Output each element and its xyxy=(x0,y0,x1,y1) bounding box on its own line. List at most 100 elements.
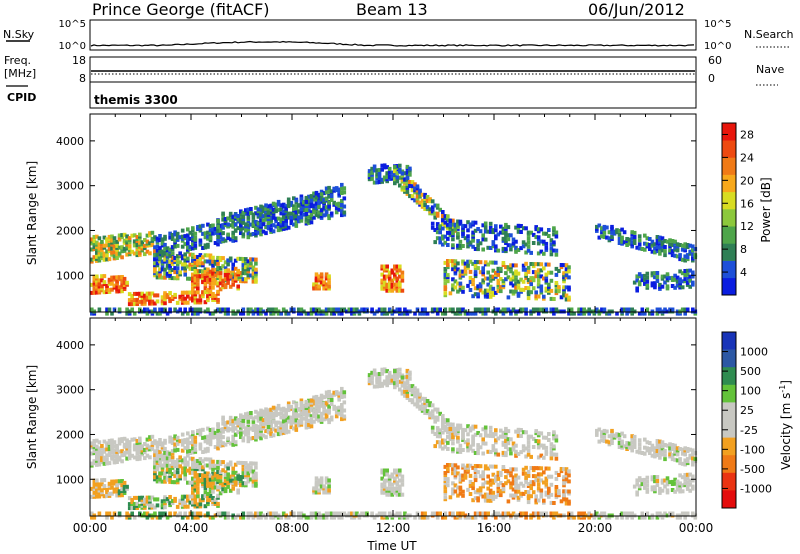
velocity-cell xyxy=(340,395,344,399)
velocity-cell xyxy=(519,450,523,455)
power-cell xyxy=(188,296,193,301)
velocity-cell xyxy=(112,458,117,463)
power-cell xyxy=(221,307,225,312)
velocity-cell xyxy=(196,486,200,491)
power-cell xyxy=(453,227,458,232)
power-cell xyxy=(221,223,225,228)
power-cell xyxy=(231,268,235,273)
velocity-cell xyxy=(97,446,102,451)
power-cell xyxy=(281,209,286,214)
velocity-cell xyxy=(246,415,251,420)
power-cell xyxy=(473,270,478,275)
velocity-cell xyxy=(163,479,167,484)
power-cell xyxy=(519,230,523,234)
velocity-cell xyxy=(233,426,238,431)
velocity-cell xyxy=(206,446,210,451)
velocity-cell xyxy=(211,463,215,468)
power-cell xyxy=(329,198,334,202)
velocity-cell xyxy=(660,448,665,453)
power-cell xyxy=(337,207,341,212)
power-cell xyxy=(90,307,94,312)
power-cell xyxy=(239,279,243,284)
power-cell xyxy=(390,288,395,293)
power-cell xyxy=(249,257,253,262)
velocity-cell xyxy=(554,452,559,457)
power-cell xyxy=(463,265,468,270)
velocity-cell xyxy=(680,461,685,466)
velocity-cell xyxy=(279,421,283,426)
velocity-cell xyxy=(213,502,218,506)
velocity-cell xyxy=(390,486,395,491)
velocity-cell xyxy=(266,414,271,419)
power-cell xyxy=(691,256,695,261)
power-cell xyxy=(547,262,551,267)
power-cell xyxy=(312,197,316,202)
power-cell xyxy=(110,277,114,282)
velocity-cell xyxy=(226,476,230,481)
power-cell xyxy=(554,272,559,277)
power-cell xyxy=(120,245,124,250)
power-cell xyxy=(534,290,538,295)
power-cell xyxy=(183,234,187,239)
velocity-cell xyxy=(241,414,246,419)
velocity-cell xyxy=(617,441,622,445)
velocity-cell xyxy=(168,495,172,499)
velocity-cell xyxy=(564,489,569,494)
velocity-cell xyxy=(643,481,647,486)
power-cell xyxy=(107,247,112,251)
power-cell xyxy=(400,185,405,190)
power-cell xyxy=(466,238,470,243)
velocity-cell xyxy=(155,465,160,470)
velocity-cell xyxy=(506,499,511,504)
velocity-cell xyxy=(122,442,127,447)
power-cell xyxy=(173,266,177,271)
power-cell xyxy=(140,293,145,298)
power-cell xyxy=(370,170,374,175)
velocity-cell xyxy=(393,476,397,481)
power-cell xyxy=(610,224,614,229)
power-cell xyxy=(163,242,167,247)
power-cell xyxy=(408,194,412,199)
power-cell xyxy=(314,205,319,210)
velocity-cell xyxy=(115,460,119,464)
velocity-cell xyxy=(483,433,488,438)
power-cell xyxy=(307,204,311,209)
velocity-cell xyxy=(191,486,195,491)
velocity-cell xyxy=(385,468,389,473)
power-cell xyxy=(630,307,634,312)
velocity-cell xyxy=(95,438,99,443)
power-cell xyxy=(488,294,493,299)
power-cell xyxy=(488,260,493,265)
power-cell xyxy=(526,248,531,253)
velocity-cell xyxy=(153,497,157,502)
velocity-cell xyxy=(259,432,263,437)
velocity-cell xyxy=(453,489,458,494)
power-cell xyxy=(163,234,167,239)
power-cell xyxy=(327,204,331,209)
velocity-cell xyxy=(158,442,162,446)
power-cell xyxy=(203,253,208,258)
velocity-cell xyxy=(567,479,571,484)
velocity-cell xyxy=(221,429,225,434)
power-cell xyxy=(441,210,445,214)
velocity-cell xyxy=(506,437,511,442)
power-cell xyxy=(256,221,261,226)
power-cell xyxy=(324,190,329,195)
velocity-cell xyxy=(92,449,97,454)
velocity-cell xyxy=(201,427,205,432)
power-cell xyxy=(539,288,544,293)
power-cell xyxy=(110,275,114,280)
power-cell xyxy=(299,197,304,202)
velocity-cell xyxy=(289,404,294,409)
velocity-cell xyxy=(148,435,152,440)
power-cell xyxy=(536,229,541,234)
power-cell xyxy=(683,258,687,263)
velocity-cell xyxy=(691,448,695,453)
velocity-cell xyxy=(155,440,160,445)
velocity-cell xyxy=(226,426,230,431)
power-cell xyxy=(569,307,574,312)
power-cell xyxy=(691,248,695,253)
power-cell xyxy=(509,311,513,316)
velocity-cell xyxy=(425,401,430,406)
velocity-cell xyxy=(163,495,167,500)
